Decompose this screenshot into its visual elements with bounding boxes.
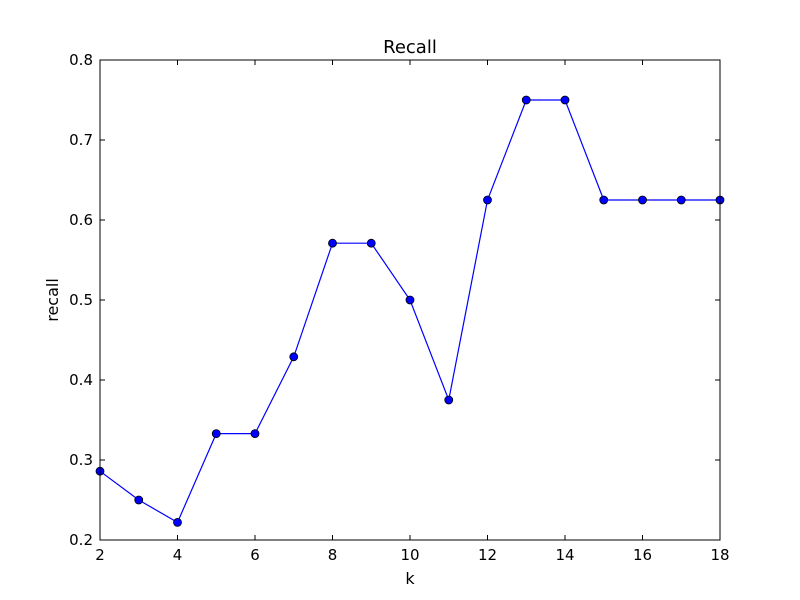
x-tick-label-6: 14 (555, 546, 574, 564)
x-tick-label-3: 8 (328, 546, 338, 564)
y-tick-label-5: 0.7 (69, 131, 93, 149)
x-tick-label-4: 10 (400, 546, 419, 564)
series-line-0 (99, 99, 720, 524)
data-point-0-14 (638, 195, 647, 205)
x-axis-label: k (405, 569, 415, 588)
data-point-0-8 (405, 295, 415, 305)
data-point-0-6 (328, 238, 337, 248)
x-tick-label-1: 4 (173, 546, 183, 564)
data-point-0-1 (134, 495, 144, 505)
data-point-0-3 (211, 429, 221, 439)
chart-title: Recall (383, 37, 437, 58)
data-point-0-11 (521, 95, 531, 105)
y-tick-label-0: 0.2 (69, 531, 93, 549)
data-point-0-10 (483, 195, 492, 205)
data-point-0-4 (250, 429, 260, 439)
data-point-0-9 (444, 395, 454, 405)
x-tick-label-7: 16 (633, 546, 652, 564)
y-tick-label-4: 0.6 (69, 211, 93, 229)
data-point-0-2 (173, 518, 182, 527)
x-tick-label-0: 2 (95, 546, 105, 564)
data-point-0-5 (289, 352, 299, 362)
y-tick-label-2: 0.4 (69, 371, 93, 389)
x-tick-label-8: 18 (710, 546, 729, 564)
y-axis-label: recall (43, 278, 62, 322)
y-tick-label-1: 0.3 (69, 451, 93, 469)
data-point-0-7 (366, 238, 376, 248)
data-point-0-15 (676, 195, 686, 205)
x-tick-label-2: 6 (250, 546, 260, 564)
y-tick-label-6: 0.8 (69, 51, 93, 69)
data-point-0-13 (599, 195, 609, 205)
plot-area: 2 4 6 8 10 12 14 16 18 0.2 0.3 0.4 0.5 0.6 0.7 0.8 (69, 51, 729, 564)
data-point-0-12 (560, 95, 570, 105)
x-tick-label-5: 12 (478, 546, 497, 564)
y-tick-label-3: 0.5 (69, 291, 93, 309)
